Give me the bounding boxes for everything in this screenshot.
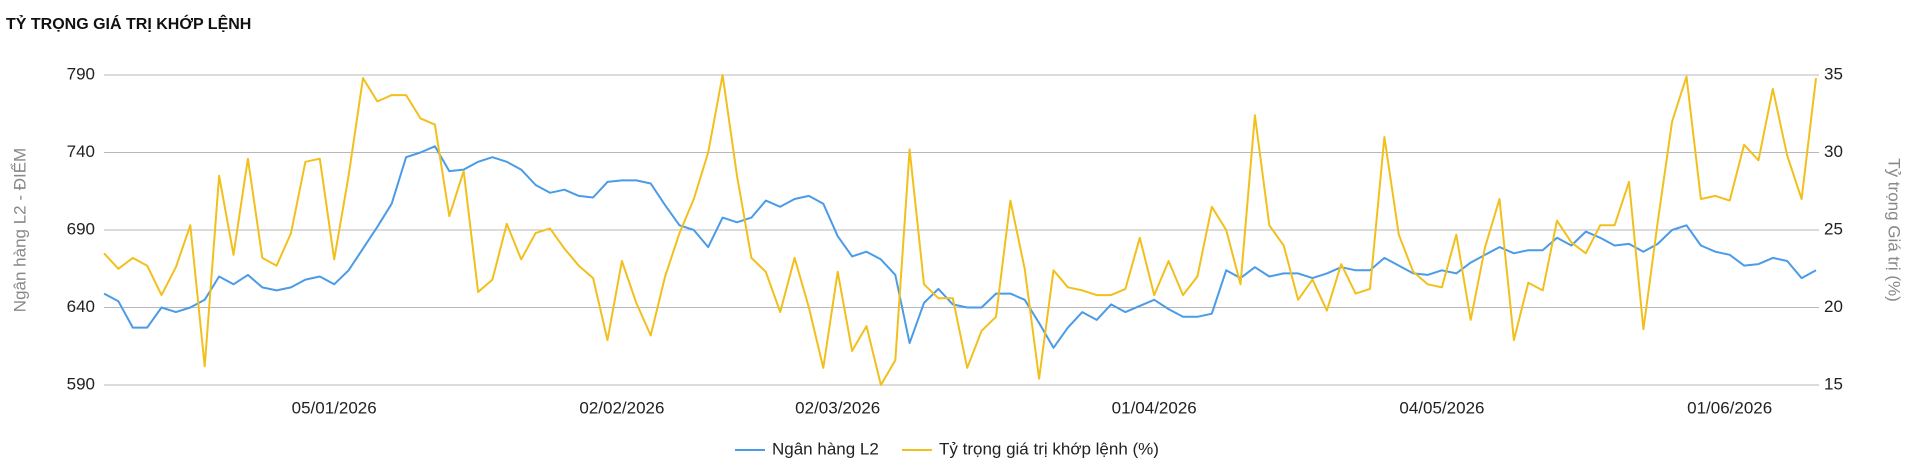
y2-tick-label: 25 bbox=[1824, 219, 1843, 238]
x-tick-label: 02/03/2026 bbox=[795, 398, 880, 417]
series-line bbox=[103, 74, 1817, 386]
y2-tick-label: 15 bbox=[1824, 374, 1843, 393]
y2-tick-label: 20 bbox=[1824, 297, 1843, 316]
x-tick-label: 05/01/2026 bbox=[292, 398, 377, 417]
y2-axis-title: Tỷ trọng Giá trị (%) bbox=[1885, 158, 1904, 302]
y-tick-label: 790 bbox=[67, 64, 95, 83]
y-tick-label: 590 bbox=[67, 374, 95, 393]
y2-tick-label: 35 bbox=[1824, 64, 1843, 83]
legend-label: Ngân hàng L2 bbox=[772, 439, 879, 458]
y-tick-label: 640 bbox=[67, 297, 95, 316]
y-tick-label: 690 bbox=[67, 219, 95, 238]
x-tick-label: 04/05/2026 bbox=[1399, 398, 1484, 417]
y-tick-label: 740 bbox=[67, 142, 95, 161]
y-axis-title: Ngân hàng L2 - ĐIỂM bbox=[10, 148, 29, 312]
x-tick-label: 01/06/2026 bbox=[1687, 398, 1772, 417]
legend-label: Tỷ trọng giá trị khớp lệnh (%) bbox=[939, 439, 1159, 458]
x-tick-label: 01/04/2026 bbox=[1112, 398, 1197, 417]
x-tick-label: 02/02/2026 bbox=[579, 398, 664, 417]
chart-title: TỶ TRỌNG GIÁ TRỊ KHỚP LỆNH bbox=[6, 14, 251, 33]
y2-tick-label: 30 bbox=[1824, 142, 1843, 161]
series-line bbox=[103, 145, 1817, 349]
